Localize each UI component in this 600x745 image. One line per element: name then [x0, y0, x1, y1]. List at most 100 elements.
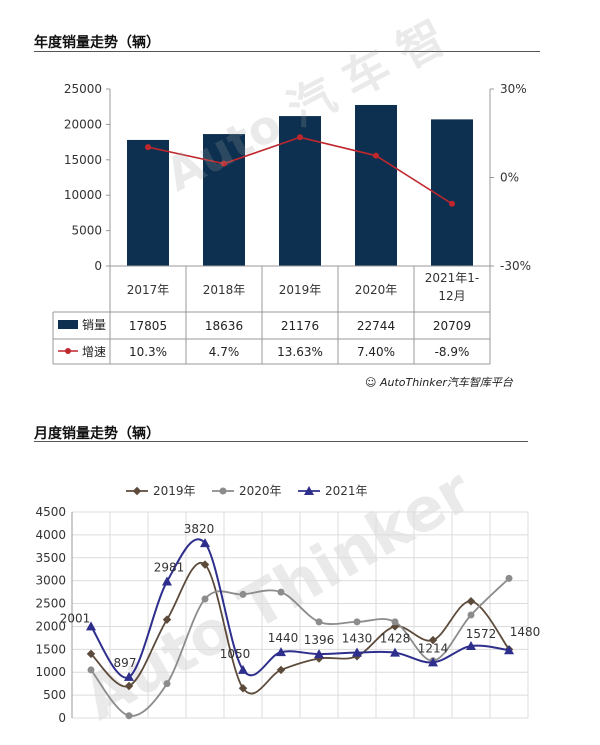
sales-value-cell: 17805	[129, 319, 167, 333]
sales-legend-label: 销量	[82, 318, 106, 332]
legend-marker	[132, 486, 142, 496]
category-label: 2017年	[127, 283, 170, 297]
series-2020-point	[125, 712, 133, 720]
monthly-data-label: 897	[114, 656, 137, 670]
growth-value-cell: -8.9%	[435, 345, 470, 359]
growth-value-cell: 7.40%	[357, 345, 395, 359]
sales-value-cell: 18636	[205, 319, 243, 333]
annual-chart-title: 年度销量走势（辆）	[34, 35, 160, 51]
series-2020-point	[87, 666, 95, 674]
growth-legend-label: 增速	[82, 345, 106, 359]
growth-point	[297, 134, 303, 141]
monthly-data-label: 1440	[268, 631, 299, 645]
category-label: 2018年	[203, 283, 246, 297]
left-tick-label: 0	[94, 259, 102, 273]
monthly-y-tick-label: 3500	[35, 551, 66, 565]
growth-point	[373, 152, 379, 159]
series-2021-point	[428, 657, 438, 667]
monthly-data-label: 2981	[154, 561, 185, 575]
series-2021-point	[314, 649, 324, 659]
sales-bar	[127, 139, 169, 266]
series-2021-point	[390, 647, 400, 657]
sales-legend-swatch	[58, 320, 78, 329]
annual-title-rule	[34, 51, 540, 52]
series-2021-point	[352, 647, 362, 657]
right-tick-label: 30%	[500, 82, 527, 96]
monthly-y-tick-label: 1500	[35, 642, 66, 656]
series-2021-point	[124, 671, 134, 681]
legend-label: 2019年	[153, 484, 196, 498]
category-label: 2019年	[279, 283, 322, 297]
category-label: 2020年	[355, 283, 398, 297]
sales-value-cell: 22744	[357, 319, 395, 333]
wechat-icon: ☺	[365, 376, 377, 389]
series-2021-point	[86, 621, 96, 631]
series-2021-point	[200, 538, 210, 548]
left-tick-label: 20000	[64, 117, 102, 131]
legend-marker	[219, 487, 227, 495]
series-2020-point	[353, 618, 361, 626]
growth-value-cell: 13.63%	[277, 345, 323, 359]
sales-value-cell: 20709	[433, 319, 471, 333]
monthly-data-label: 1480	[510, 625, 541, 639]
legend-label: 2020年	[239, 484, 282, 498]
series-2019-point	[428, 635, 438, 645]
series-2021-point	[238, 664, 248, 674]
monthly-data-label: 2001	[60, 611, 91, 625]
series-2021-point	[162, 576, 172, 586]
annual-sales-chart: 0 5000 10000 15000 20000 25000 -30% 0% 30% 2017年 2…	[52, 82, 531, 365]
monthly-data-label: 1428	[380, 632, 411, 646]
monthly-y-tick-label: 3000	[35, 574, 66, 588]
series-2019-point	[466, 597, 476, 606]
growth-value-cell: 4.7%	[209, 345, 240, 359]
monthly-y-tick-label: 0	[58, 711, 66, 725]
series-2020-point	[505, 574, 513, 582]
growth-point	[449, 200, 455, 207]
series-2020-point	[277, 588, 285, 596]
left-tick-label: 25000	[64, 82, 102, 96]
legend-marker	[304, 486, 314, 495]
growth-point	[145, 144, 151, 151]
sales-bar	[355, 104, 397, 267]
left-tick-label: 5000	[71, 224, 102, 238]
monthly-y-tick-label: 1000	[35, 665, 66, 679]
series-2021-point	[276, 647, 286, 657]
monthly-chart-title: 月度销量走势（辆）	[34, 426, 160, 442]
series-2020-point	[201, 595, 209, 603]
monthly-y-tick-label: 500	[43, 688, 66, 702]
series-2019-point	[276, 665, 286, 675]
monthly-y-tick-label: 4500	[35, 505, 66, 519]
monthly-data-label: 1214	[418, 641, 449, 655]
series-2020-point	[163, 680, 171, 688]
growth-value-cell: 10.3%	[129, 345, 167, 359]
monthly-y-tick-label: 2000	[35, 619, 66, 633]
monthly-title-rule	[34, 441, 528, 442]
series-2020-point	[239, 590, 247, 598]
growth-legend-marker	[65, 348, 71, 354]
monthly-data-label: 1050	[220, 647, 251, 661]
left-tick-label: 15000	[64, 153, 102, 167]
source-note: ☺ AutoThinker汽车智库平台	[365, 376, 513, 389]
category-label: 2021年1-12月	[425, 271, 480, 303]
sales-bar	[203, 134, 245, 266]
left-tick-label: 10000	[64, 188, 102, 202]
monthly-data-label: 3820	[184, 522, 215, 536]
sales-bar	[431, 119, 473, 266]
monthly-y-tick-label: 4000	[35, 528, 66, 542]
series-2020-point	[467, 611, 475, 619]
growth-point	[221, 160, 227, 167]
legend-label: 2021年	[325, 484, 368, 498]
series-2019-point	[162, 615, 172, 624]
monthly-data-label: 1396	[304, 633, 335, 647]
monthly-data-label: 1430	[342, 632, 373, 646]
monthly-data-label: 1572	[466, 627, 497, 641]
right-tick-label: -30%	[500, 259, 531, 273]
series-2020-point	[391, 618, 399, 626]
series-2020-point	[315, 618, 323, 626]
series-2021-point	[504, 645, 514, 655]
monthly-y-tick-label: 2500	[35, 597, 66, 611]
sales-value-cell: 21176	[281, 319, 319, 333]
right-tick-label: 0%	[500, 171, 519, 185]
series-2021-point	[466, 641, 476, 651]
